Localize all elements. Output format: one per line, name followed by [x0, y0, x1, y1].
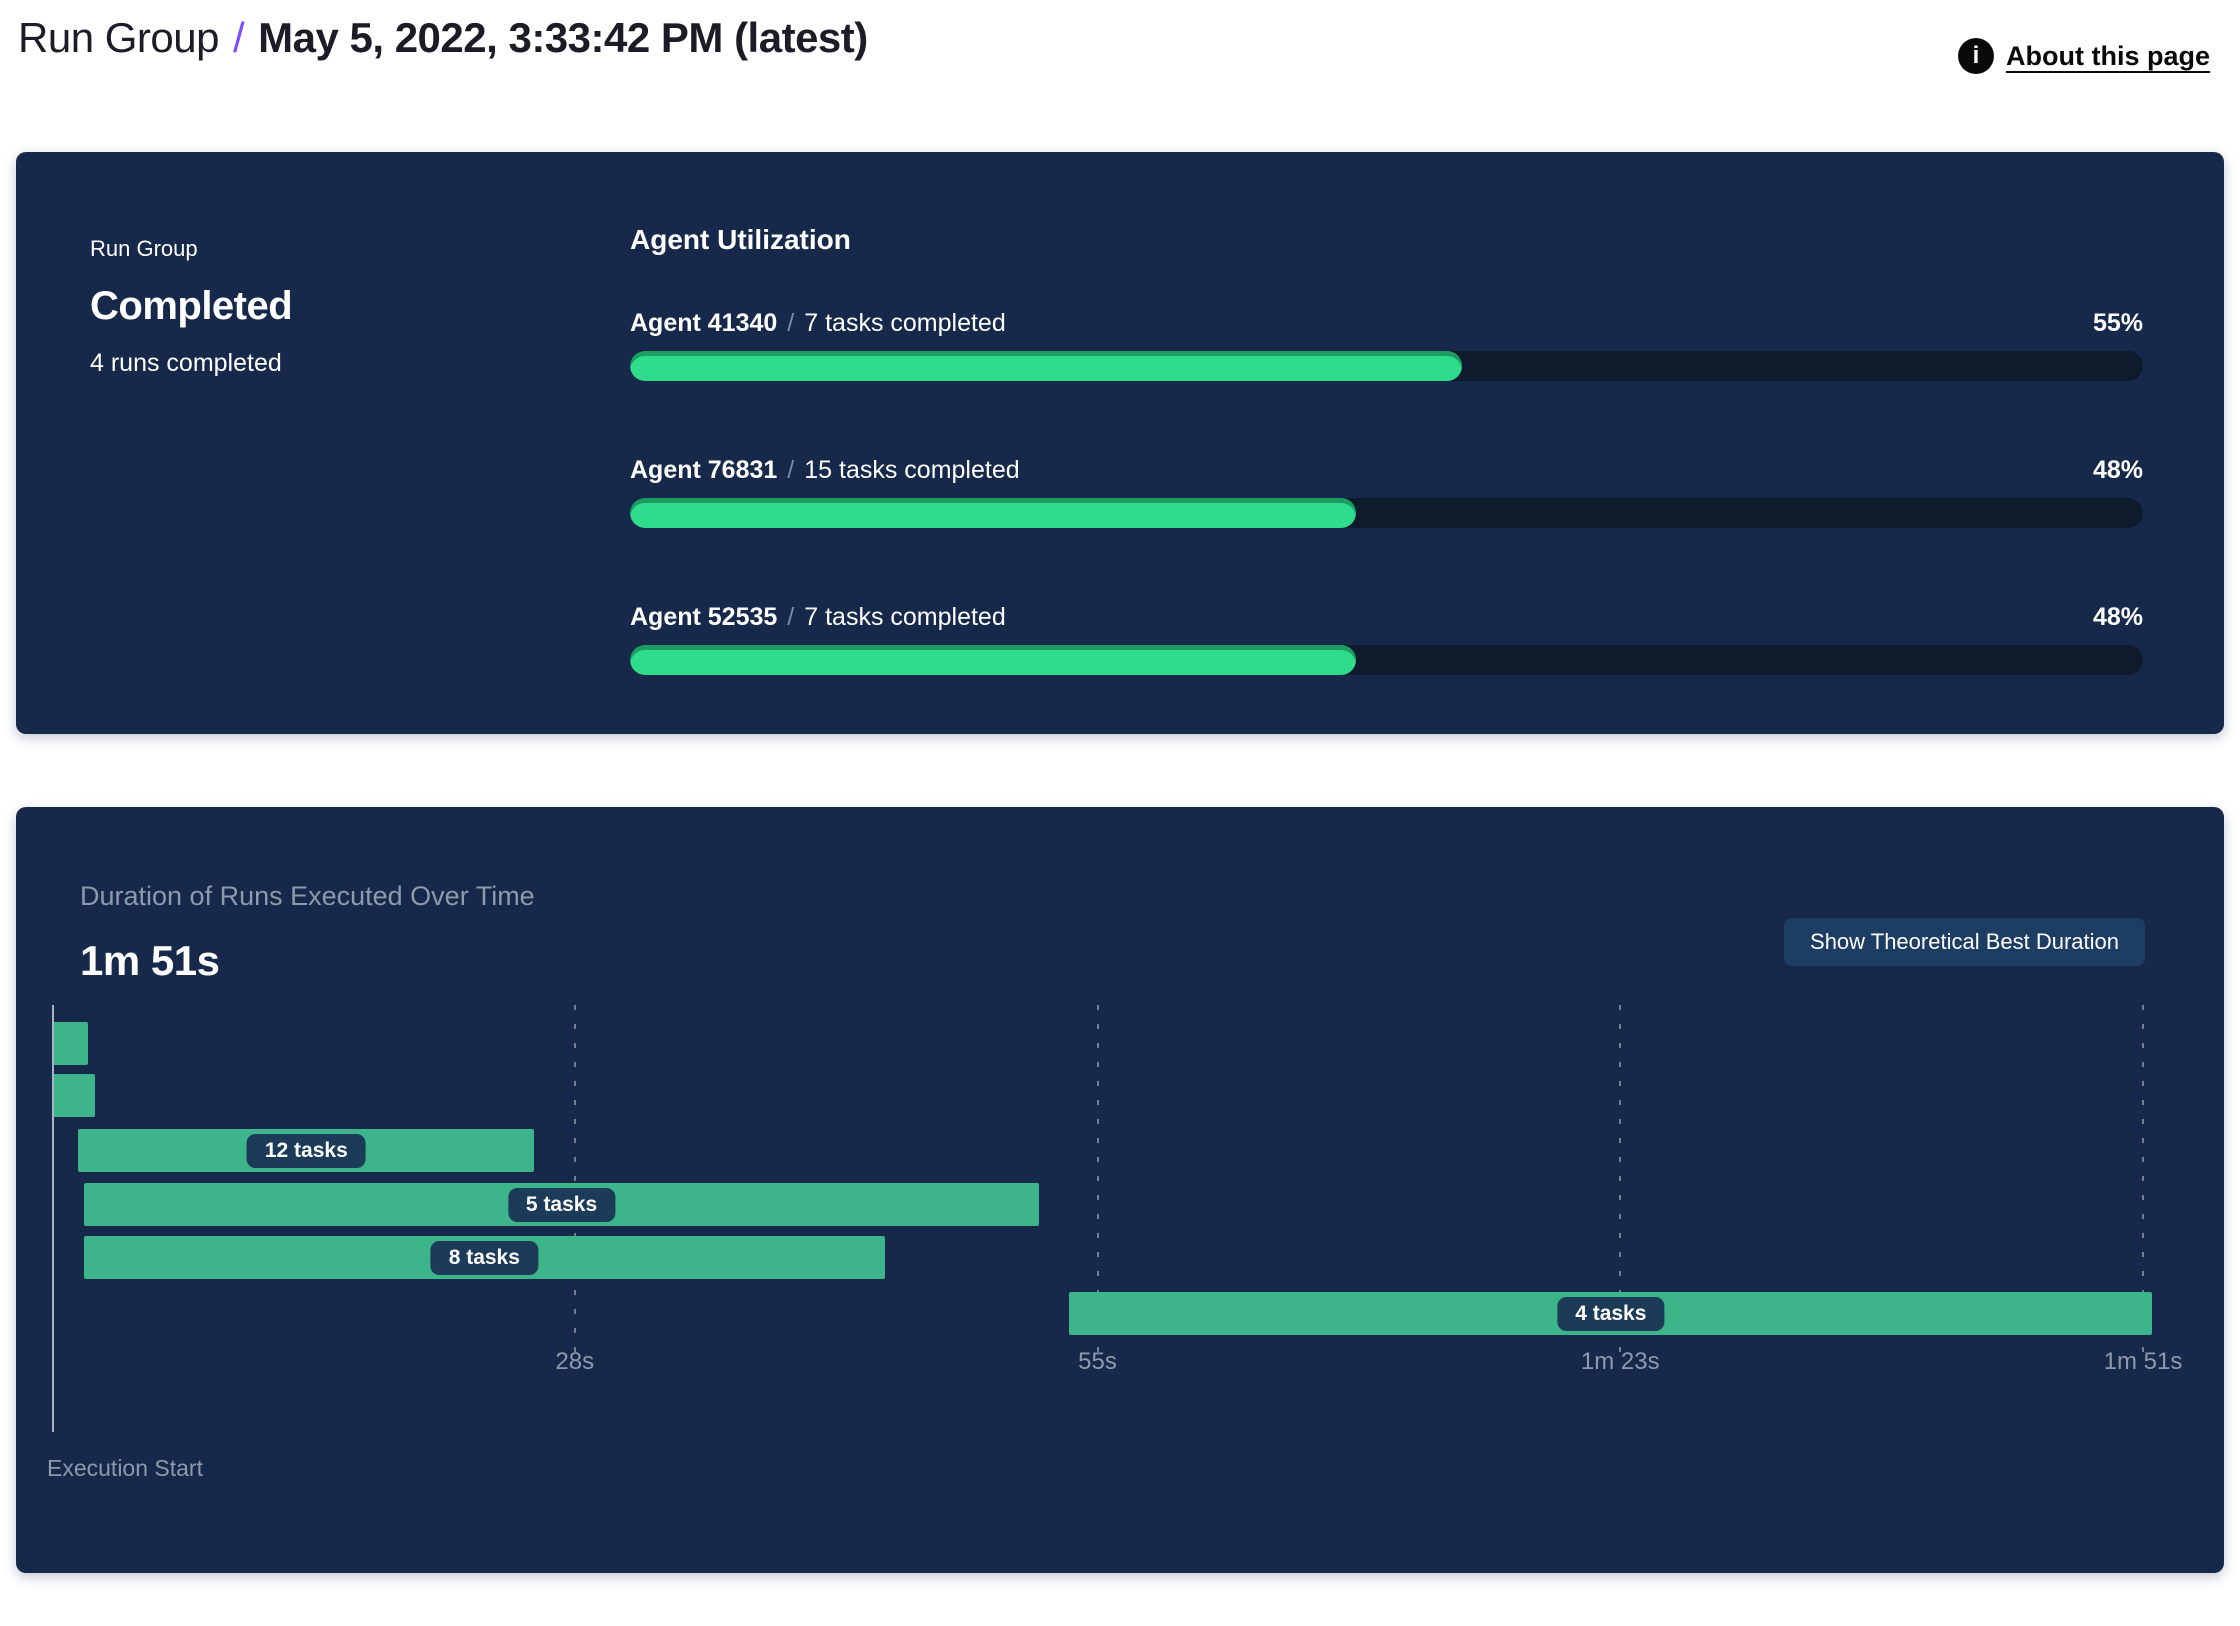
utilization-progressbar-track [630, 645, 2143, 675]
total-duration-value: 1m 51s [80, 937, 220, 984]
label-separator: / [787, 603, 795, 631]
breadcrumb-separator: / [232, 14, 245, 61]
agent-name: Agent 76831 [630, 456, 778, 484]
gridline [2142, 1005, 2144, 1352]
utilization-progressbar-fill [630, 645, 1357, 675]
utilization-progressbar-track [630, 498, 2143, 528]
run-task-count-badge: 8 tasks [430, 1240, 538, 1275]
execution-start-label: Execution Start [47, 1455, 203, 1481]
gridline [573, 1005, 576, 1352]
show-theoretical-best-duration-button[interactable]: Show Theoretical Best Duration [1784, 918, 2145, 966]
agent-utilization-row: Agent 41340 / 7 tasks completed 55% [630, 308, 2143, 381]
breadcrumb: Run Group / May 5, 2022, 3:33:42 PM (lat… [18, 14, 868, 62]
agent-tasks-completed: 7 tasks completed [804, 309, 1006, 337]
agent-utilization-section: Agent Utilization Agent 41340 / 7 tasks co… [630, 224, 2143, 675]
run-task-count-badge: 5 tasks [507, 1187, 616, 1222]
gantt-plot-area: 12 tasks 5 tasks 8 tasks 4 tasks 28s 55s… [52, 1005, 2182, 1432]
label-separator: / [787, 456, 795, 484]
run-group-status-card: Run Group Completed 4 runs completed Age… [16, 152, 2224, 734]
run-bar[interactable]: 8 tasks [84, 1236, 885, 1279]
gridline [1619, 1005, 1622, 1352]
run-bar[interactable] [52, 1022, 88, 1065]
agent-utilization-percent: 48% [2092, 456, 2143, 484]
agent-name: Agent 52535 [630, 603, 778, 631]
run-group-label: Run Group [90, 236, 198, 261]
x-axis-tick-label: 1m 23s [1580, 1348, 1660, 1375]
runs-completed-text: 4 runs completed [90, 349, 282, 377]
run-group-summary: Run Group Completed 4 runs completed [90, 236, 293, 378]
x-axis-tick-label: 1m 51s [2103, 1348, 2183, 1375]
agent-utilization-row: Agent 76831 / 15 tasks completed 48% [630, 455, 2143, 528]
status-value: Completed [90, 284, 293, 328]
about-link-label[interactable]: About this page [2006, 40, 2210, 71]
gridline [1096, 1005, 1099, 1352]
run-bar[interactable]: 4 tasks [1069, 1292, 2153, 1335]
utilization-progressbar-track [630, 351, 2143, 381]
run-bar[interactable]: 5 tasks [84, 1183, 1040, 1226]
agent-utilization-row: Agent 52535 / 7 tasks completed 48% [630, 602, 2143, 675]
breadcrumb-root: Run Group [18, 14, 219, 61]
utilization-progressbar-fill [630, 351, 1463, 381]
page-header: Run Group / May 5, 2022, 3:33:42 PM (lat… [18, 14, 2210, 74]
agent-utilization-title: Agent Utilization [630, 224, 851, 255]
utilization-progressbar-fill [630, 498, 1357, 528]
x-axis-tick-label: 55s [1078, 1348, 1117, 1375]
run-task-count-badge: 4 tasks [1557, 1296, 1665, 1331]
info-icon[interactable]: i [1958, 38, 1994, 74]
agent-tasks-completed: 15 tasks completed [804, 456, 1020, 484]
run-bar[interactable]: 12 tasks [78, 1129, 535, 1172]
run-bar[interactable] [52, 1074, 96, 1117]
run-task-count-badge: 12 tasks [246, 1133, 366, 1168]
duration-chart-card: Duration of Runs Executed Over Time 1m 5… [16, 807, 2224, 1573]
page-title: May 5, 2022, 3:33:42 PM (latest) [258, 14, 868, 61]
x-axis-tick-label: 28s [555, 1348, 595, 1375]
agent-utilization-percent: 55% [2092, 309, 2143, 337]
agent-name: Agent 41340 [630, 309, 778, 337]
agent-tasks-completed: 7 tasks completed [804, 603, 1006, 631]
label-separator: / [787, 309, 795, 337]
agent-utilization-percent: 48% [2092, 603, 2143, 631]
duration-chart-title: Duration of Runs Executed Over Time [80, 881, 535, 911]
about-this-page-link[interactable]: i About this page [1958, 38, 2210, 74]
execution-start-axis-line [52, 1005, 54, 1432]
